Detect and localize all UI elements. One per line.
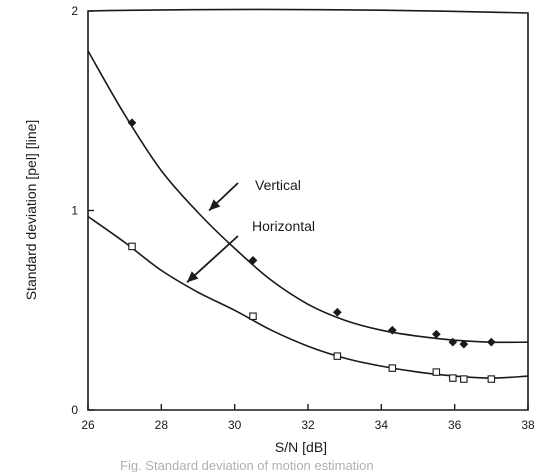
fitted-curves [87,50,529,379]
x-tick-label: 30 [228,418,242,432]
curve-horizontal [87,215,529,379]
point-vertical [387,325,397,335]
point-horizontal [432,368,441,376]
x-tick-label: 32 [301,418,315,432]
annotation-arrow-horizontal [186,235,239,283]
point-horizontal [388,364,397,372]
point-horizontal [460,375,468,383]
x-tick-label: 36 [448,418,462,432]
y-tick-label: 1 [71,204,78,218]
y-axis: 0 1 2 [71,4,94,417]
arrowhead-vertical [209,199,221,211]
point-vertical [486,337,496,347]
point-horizontal [333,352,342,360]
x-tick-label: 34 [375,418,389,432]
x-tick-label: 28 [155,418,169,432]
annotations: Vertical Horizontal [186,177,315,283]
point-horizontal [487,375,496,383]
plot-frame [87,8,529,411]
plot-border [87,8,529,411]
x-tick-label: 38 [521,418,535,432]
annotation-label-vertical: Vertical [255,177,301,193]
x-axis: 26 28 30 32 34 36 38 [81,404,535,432]
caption-fragment: Fig. Standard deviation of motion estima… [120,458,374,472]
point-horizontal [449,374,457,382]
x-tick-label: 26 [81,418,95,432]
point-horizontal [249,312,257,320]
point-vertical [431,329,441,339]
point-vertical [248,256,258,265]
arrowhead-horizontal [187,271,199,283]
y-axis-title: Standard deviation [pel] [line] [23,120,39,301]
point-vertical [127,118,137,128]
annotation-label-horizontal: Horizontal [252,218,315,234]
data-points [127,118,496,383]
y-tick-label: 2 [71,4,78,18]
point-vertical [332,307,342,317]
point-horizontal [128,242,136,251]
x-axis-title: S/N [dB] [275,439,327,455]
point-vertical [459,339,469,349]
y-tick-label: 0 [71,403,78,417]
curve-vertical [87,50,529,344]
point-vertical [448,337,458,347]
